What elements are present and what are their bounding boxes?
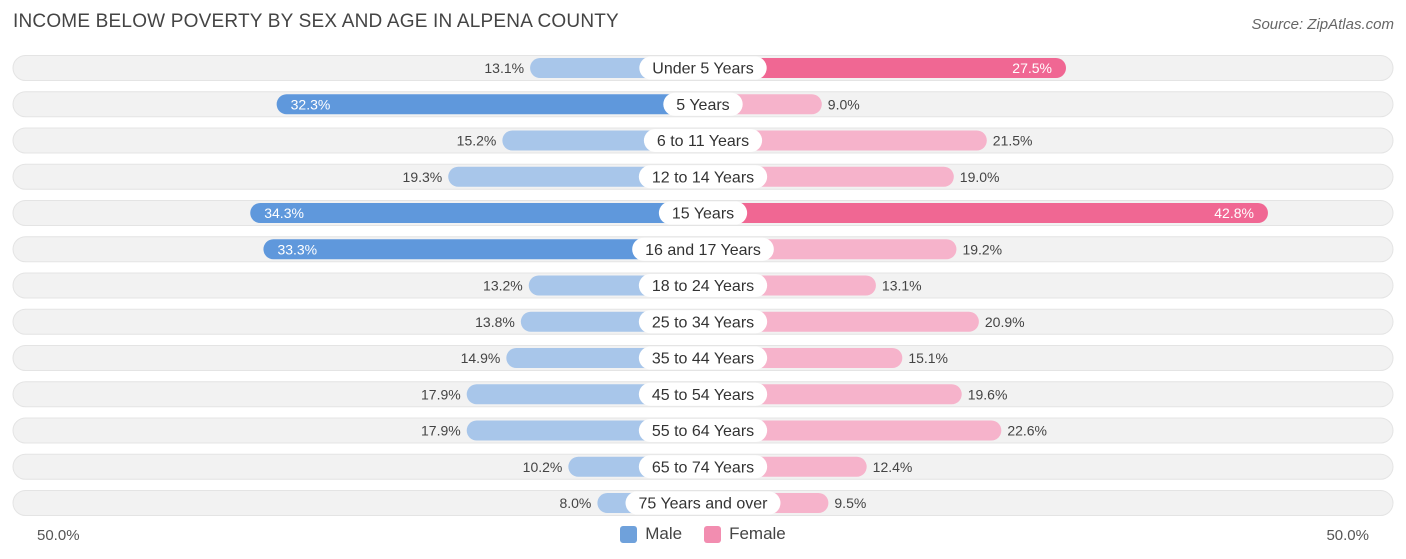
- value-label-female: 13.1%: [882, 278, 922, 294]
- value-label-female: 15.1%: [908, 350, 948, 366]
- category-pill: [643, 129, 763, 152]
- bar-female: [703, 384, 962, 405]
- value-label-male: 33.3%: [277, 241, 317, 257]
- value-label-male: 19.3%: [403, 169, 443, 185]
- legend-item-male: Male: [620, 524, 682, 544]
- axis-label-left: 50.0%: [37, 527, 80, 544]
- category-pill: [632, 237, 774, 261]
- category-pill: [663, 92, 743, 116]
- value-label-female: 22.6%: [1007, 423, 1047, 439]
- category-pill: [639, 56, 767, 80]
- category-label: 5 Years: [676, 97, 729, 114]
- bar-female: [703, 203, 1268, 223]
- value-label-female: 42.8%: [1214, 205, 1254, 221]
- value-label-male: 32.3%: [291, 96, 331, 112]
- category-label: 45 to 54 Years: [652, 387, 754, 404]
- value-label-female: 9.0%: [828, 96, 860, 112]
- value-label-female: 19.6%: [968, 386, 1008, 402]
- value-label-female: 12.4%: [873, 459, 913, 475]
- category-label: 25 to 34 Years: [652, 314, 754, 331]
- bar-male: [276, 94, 703, 115]
- legend: Male Female: [0, 524, 1406, 544]
- value-label-male: 17.9%: [421, 386, 461, 402]
- value-label-male: 13.8%: [475, 314, 515, 330]
- value-label-female: 27.5%: [1012, 60, 1052, 76]
- value-label-male: 34.3%: [264, 205, 304, 221]
- legend-item-female: Female: [704, 524, 786, 544]
- category-pill: [625, 491, 781, 515]
- category-label: 35 to 44 Years: [652, 351, 754, 368]
- bar-male: [250, 203, 704, 223]
- legend-label-female: Female: [729, 524, 786, 543]
- bar-female: [703, 311, 979, 332]
- bar-male: [448, 166, 703, 187]
- category-label: 18 to 24 Years: [652, 278, 754, 295]
- category-pill: [638, 346, 768, 370]
- value-label-female: 19.2%: [962, 241, 1002, 257]
- value-label-male: 14.9%: [461, 350, 501, 366]
- axis-label-right: 50.0%: [1326, 527, 1369, 544]
- chart-title: INCOME BELOW POVERTY BY SEX AND AGE IN A…: [13, 11, 619, 32]
- bar-female: [703, 58, 1066, 78]
- category-label: 6 to 11 Years: [657, 133, 749, 150]
- value-label-female: 19.0%: [960, 169, 1000, 185]
- category-label: Under 5 Years: [652, 61, 753, 78]
- category-label: 15 Years: [672, 206, 734, 223]
- chart: 13.1% 27.5% Under 5 Years 32.3% 9.0% 5 Years 1…: [12, 55, 1394, 516]
- source-label: Source: ZipAtlas.com: [1251, 16, 1394, 33]
- value-label-female: 21.5%: [993, 133, 1033, 149]
- value-label-male: 8.0%: [559, 495, 591, 511]
- category-pill: [638, 382, 768, 406]
- value-label-male: 13.1%: [484, 60, 524, 76]
- category-pill: [638, 310, 768, 334]
- value-label-male: 13.2%: [483, 278, 523, 294]
- value-label-female: 20.9%: [985, 314, 1025, 330]
- category-pill: [658, 201, 748, 225]
- legend-swatch-female: [704, 525, 722, 543]
- category-label: 16 and 17 Years: [645, 242, 761, 259]
- value-label-male: 15.2%: [457, 133, 497, 149]
- bar-male: [263, 239, 703, 260]
- value-label-male: 10.2%: [523, 459, 563, 475]
- value-label-male: 17.9%: [421, 423, 461, 439]
- category-pill: [638, 274, 768, 297]
- category-pill: [638, 165, 768, 189]
- category-label: 55 to 64 Years: [652, 423, 754, 440]
- value-label-female: 9.5%: [834, 495, 866, 511]
- bar-female: [703, 420, 1002, 441]
- category-label: 12 to 14 Years: [652, 169, 754, 186]
- bar-female: [703, 130, 987, 151]
- legend-swatch-male: [620, 525, 638, 543]
- category-pill: [638, 419, 768, 442]
- category-label: 65 to 74 Years: [652, 459, 754, 476]
- legend-label-male: Male: [645, 524, 683, 543]
- category-label: 75 Years and over: [639, 496, 769, 513]
- category-pill: [638, 455, 768, 479]
